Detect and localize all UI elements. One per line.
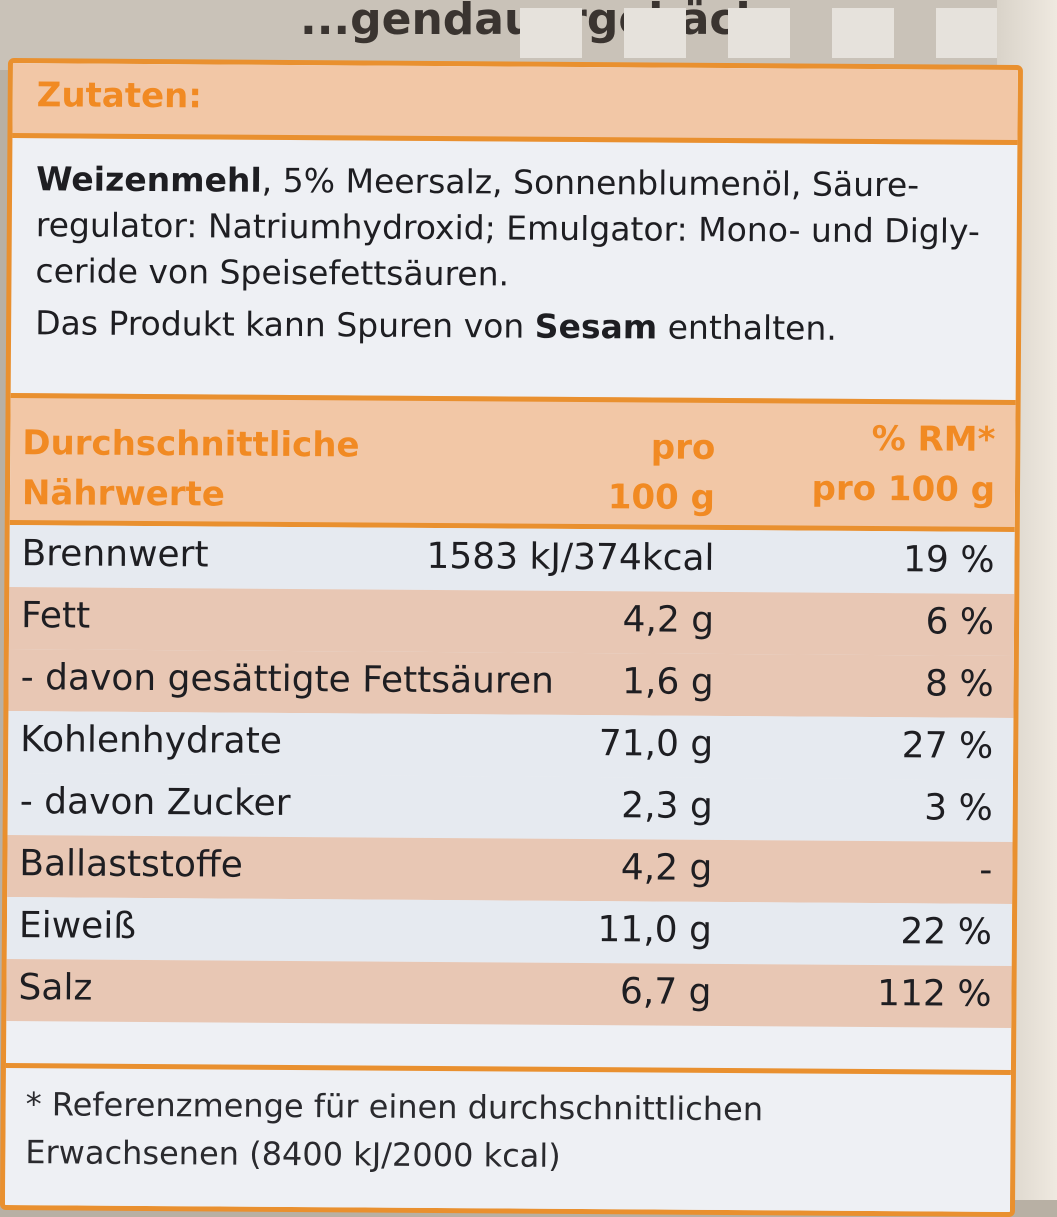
table-row: Fett 4,2 g 6 %: [8, 587, 1015, 657]
row-value: 71,0 g: [598, 723, 714, 765]
allergen-note: Das Produkt kann Spuren von Sesam enthal…: [35, 300, 992, 353]
allergen-post: enthalten.: [657, 307, 837, 348]
header-col-value-line1: pro: [650, 427, 716, 468]
row-value: 2,3 g: [621, 785, 713, 827]
allergen-pre: Das Produkt kann Spuren von: [35, 303, 535, 346]
row-value: 4,2 g: [622, 599, 715, 641]
header-col-rm: % RM* pro 100 g: [811, 414, 995, 515]
row-value: 11,0 g: [597, 909, 713, 951]
nutrition-rows: Brennwert 1583 kJ/374kcal 19 % Fett 4,2 g 6 …: [6, 525, 1015, 1029]
row-rm: 3 %: [924, 787, 993, 829]
row-name: Brennwert: [21, 533, 209, 576]
table-row: Salz 6,7 g 112 %: [6, 959, 1012, 1029]
row-rm: 112 %: [876, 973, 992, 1015]
row-name: Eiweiß: [18, 905, 137, 947]
header-col-name-line1: Durchschnittliche: [22, 423, 360, 466]
row-rm: 22 %: [900, 911, 993, 953]
ingredients-header: Zutaten:: [12, 63, 1018, 146]
pattern-squares: [520, 8, 998, 58]
row-rm: 6 %: [925, 601, 995, 643]
table-row: - davon Zucker 2,3 g 3 %: [7, 773, 1013, 843]
header-col-rm-line1: % RM*: [871, 419, 996, 460]
table-row: Kohlenhydrate 71,0 g 27 %: [8, 711, 1014, 781]
row-rm: 8 %: [924, 663, 994, 705]
package-top: ...gendauergebäck: [0, 0, 1057, 70]
ingredients-text: Weizenmehl, 5% Meersalz, Sonnenblumenöl,…: [11, 138, 1017, 353]
header-col-value: pro 100 g: [608, 422, 716, 523]
nutrition-header: Durchschnittliche Nährwerte pro 100 g % …: [9, 393, 1016, 533]
row-name: - davon Zucker: [19, 781, 291, 824]
footnote-line2: Erwachsenen (8400 kJ/2000 kcal): [25, 1133, 561, 1175]
ingredients-lead: Weizenmehl: [36, 159, 262, 200]
row-rm: 19 %: [902, 539, 995, 581]
table-row: Eiweiß 11,0 g 22 %: [6, 897, 1013, 967]
row-value: 6,7 g: [619, 971, 712, 1013]
table-row: Ballaststoffe 4,2 g -: [7, 835, 1013, 905]
header-col-value-line2: 100 g: [607, 477, 716, 518]
row-value: 4,2 g: [620, 847, 713, 889]
nutrition-label: Zutaten: Weizenmehl, 5% Meersalz, Sonnen…: [0, 58, 1023, 1217]
row-rm: -: [979, 849, 993, 891]
row-name: Salz: [18, 967, 93, 1009]
row-name: Fett: [20, 595, 91, 637]
footnote-line1: * Referenzmenge für einen durchschnittli…: [25, 1085, 764, 1129]
header-col-name: Durchschnittliche Nährwerte: [22, 418, 360, 520]
row-name: Ballaststoffe: [19, 843, 244, 886]
row-value: 1583 kJ/374kcal: [426, 535, 715, 579]
ingredients-heading: Zutaten:: [36, 75, 203, 117]
header-col-name-line2: Nährwerte: [21, 473, 226, 515]
table-row: - davon gesättigte Fettsäuren 1,6 g 8 %: [8, 649, 1014, 719]
row-value: 1,6 g: [621, 661, 714, 703]
row-name: - davon gesättigte Fettsäuren: [20, 657, 555, 702]
allergen-bold: Sesam: [534, 306, 658, 347]
header-col-rm-line2: pro 100 g: [811, 468, 996, 510]
footnote: * Referenzmenge für einen durchschnittli…: [4, 1063, 1011, 1216]
row-name: Kohlenhydrate: [20, 719, 283, 762]
row-rm: 27 %: [901, 725, 994, 767]
table-row: Brennwert 1583 kJ/374kcal 19 %: [9, 525, 1015, 595]
